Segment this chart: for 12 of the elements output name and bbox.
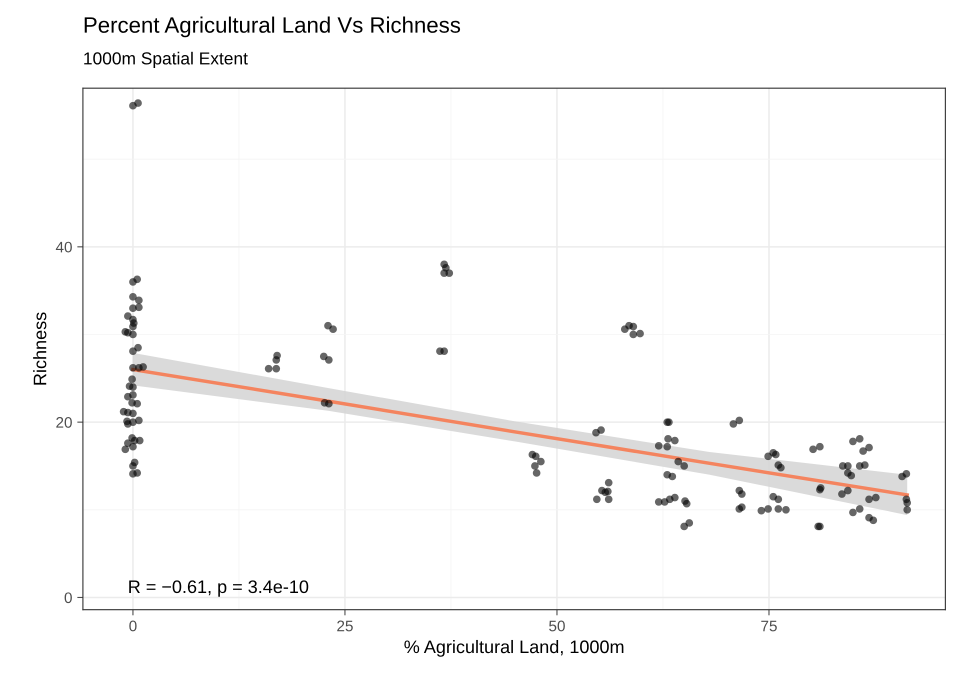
x-tick-label: 0 (129, 620, 137, 632)
x-tick-label: 75 (761, 620, 777, 632)
chart-title: Percent Agricultural Land Vs Richness (84, 16, 460, 38)
chart-subtitle: 1000m Spatial Extent (84, 52, 248, 68)
x-tick-label: 50 (549, 620, 565, 632)
y-axis-title: Richness (33, 312, 46, 385)
x-tick-label: 25 (337, 620, 353, 632)
x-axis-title: % Agricultural Land, 1000m (404, 640, 624, 657)
y-tick-label: 0 (64, 592, 72, 604)
annotation: R = −0.61, p = 3.4e-10 (129, 580, 308, 597)
y-tick-label: 20 (56, 417, 72, 428)
y-tick-label: 40 (56, 242, 72, 253)
